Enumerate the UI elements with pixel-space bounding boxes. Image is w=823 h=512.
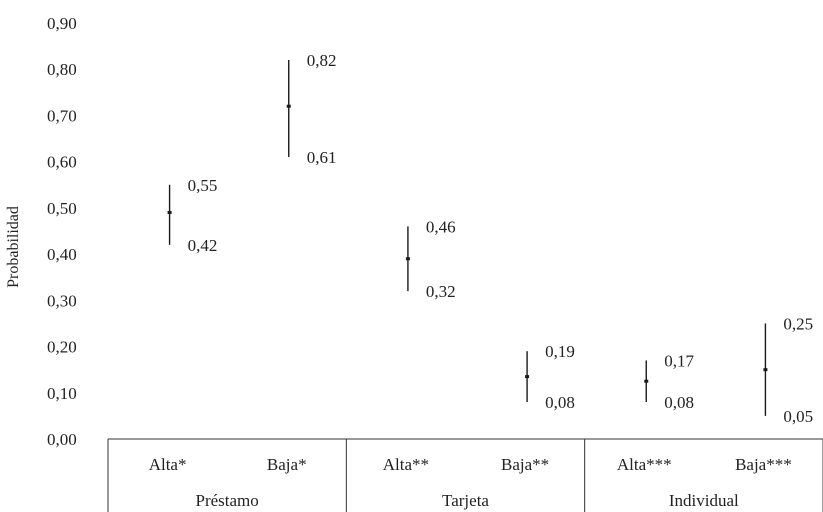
lower-value-label: 0,08 [545,393,575,412]
x-group-labels: Préstamo Tarjeta Individual [196,491,740,510]
y-tick-label: 0,00 [47,430,77,449]
error-bar-midpoint-3 [405,257,410,261]
error-bar-midpoint-4 [525,375,530,379]
x-category-label: Alta*** [617,455,672,474]
upper-value-label: 0,46 [426,217,456,236]
x-group-label: Préstamo [196,491,259,510]
lower-value-label: 0,05 [783,407,813,426]
lower-value-label: 0,42 [188,236,218,255]
x-category-label: Alta* [149,455,187,474]
y-axis-ticks: 0,00 0,10 0,20 0,30 0,40 0,50 0,60 0,70 0,80 0,90 [47,14,77,449]
upper-value-label: 0,17 [664,351,694,370]
upper-value-label: 0,25 [783,314,813,333]
error-bar-midpoint-1 [167,211,172,215]
x-category-label: Baja* [267,455,307,474]
x-group-label: Individual [669,491,739,510]
y-tick-label: 0,20 [47,338,77,357]
y-tick-label: 0,30 [47,291,77,310]
lower-value-label: 0,61 [307,148,337,167]
upper-value-label: 0,82 [307,51,337,70]
error-bar-midpoint-5 [644,379,649,383]
y-tick-label: 0,60 [47,153,77,172]
upper-value-label: 0,19 [545,342,575,361]
error-bars: 0,55 0,42 0,82 0,61 0,46 0,32 0,19 0,08 0,17 0,08… [167,51,813,426]
lower-value-label: 0,08 [664,393,694,412]
x-category-label: Baja*** [735,455,792,474]
y-tick-label: 0,50 [47,199,77,218]
x-category-label: Alta** [383,455,429,474]
x-axis-frame [107,438,823,512]
y-tick-label: 0,80 [47,60,77,79]
y-tick-label: 0,70 [47,106,77,125]
y-tick-label: 0,90 [47,14,77,33]
error-bar-midpoint-2 [286,104,291,108]
x-category-label: Baja** [501,455,549,474]
x-category-labels: Alta* Baja* Alta** Baja** Alta*** Baja*** [149,455,792,474]
x-group-label: Tarjeta [442,491,489,510]
y-tick-label: 0,40 [47,245,77,264]
lower-value-label: 0,32 [426,282,456,301]
y-tick-label: 0,10 [47,384,77,403]
y-axis-label: Probabilidad [5,206,22,288]
error-bar-midpoint-6 [763,368,768,372]
upper-value-label: 0,55 [188,176,218,195]
